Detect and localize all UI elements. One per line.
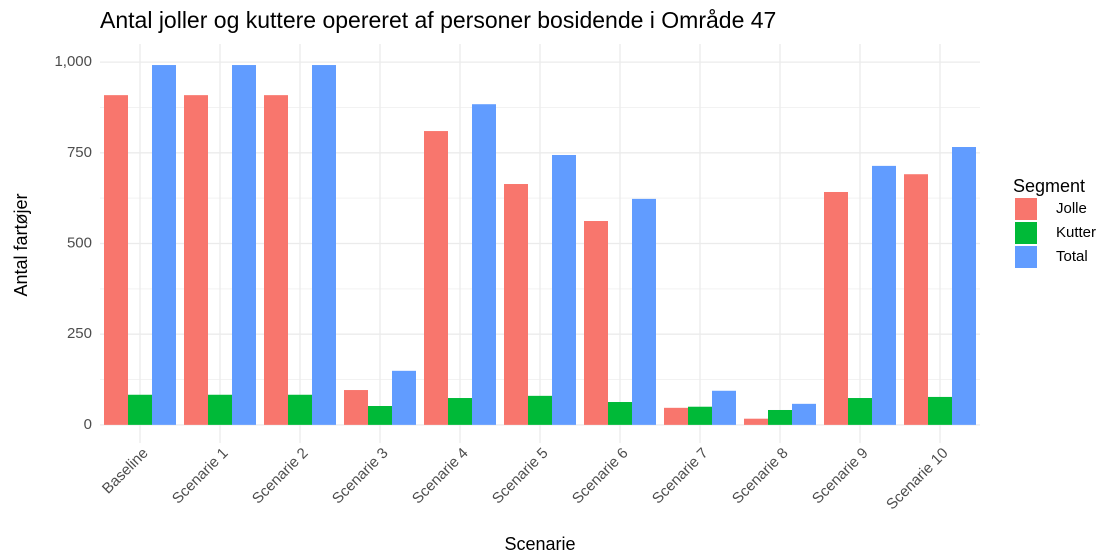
y-tick-label: 750 <box>67 144 92 161</box>
bar <box>312 65 336 425</box>
bar <box>424 131 448 425</box>
bar <box>872 165 896 425</box>
bar <box>632 198 656 425</box>
legend-title: Segment <box>1013 176 1085 196</box>
bar <box>128 394 152 425</box>
bar <box>528 395 552 425</box>
legend-key <box>1015 198 1037 220</box>
bar <box>792 403 816 425</box>
x-tick-label: Scenarie 7 <box>649 445 712 508</box>
bar <box>264 95 288 425</box>
bar <box>904 174 928 425</box>
bar <box>824 191 848 425</box>
bar <box>288 394 312 425</box>
y-tick-label: 500 <box>67 234 92 251</box>
x-tick-label: Scenarie 9 <box>809 445 872 508</box>
bar <box>152 65 176 425</box>
legend-key <box>1015 222 1037 244</box>
bar <box>552 154 576 425</box>
legend-key <box>1015 246 1037 268</box>
bar <box>368 406 392 425</box>
bar <box>608 402 632 425</box>
bar <box>744 418 768 425</box>
bar <box>952 147 976 425</box>
x-tick-label: Scenarie 10 <box>883 445 952 514</box>
y-axis-title: Antal fartøjer <box>11 193 31 296</box>
x-tick-label: Scenarie 4 <box>409 445 472 508</box>
bar <box>208 394 232 425</box>
bar <box>848 398 872 425</box>
x-axis-title: Scenarie <box>504 534 575 554</box>
x-tick-label: Baseline <box>99 445 152 498</box>
bar <box>712 390 736 425</box>
bar <box>584 221 608 425</box>
x-tick-label: Scenarie 5 <box>489 445 552 508</box>
bar <box>472 104 496 425</box>
x-tick-label: Scenarie 3 <box>329 445 392 508</box>
bar <box>184 95 208 425</box>
y-tick-label: 0 <box>84 416 92 433</box>
bar <box>768 409 792 425</box>
bar <box>928 396 952 425</box>
legend-label: Total <box>1056 248 1088 265</box>
bar <box>392 370 416 425</box>
x-tick-label: Scenarie 6 <box>569 445 632 508</box>
legend-label: Jolle <box>1056 200 1087 217</box>
x-tick-label: Scenarie 1 <box>169 445 232 508</box>
bar <box>104 95 128 425</box>
y-tick-label: 250 <box>67 325 92 342</box>
x-tick-label: Scenarie 8 <box>729 445 792 508</box>
bar <box>344 390 368 425</box>
y-tick-label: 1,000 <box>54 53 92 70</box>
bar <box>664 407 688 425</box>
legend-label: Kutter <box>1056 224 1096 241</box>
bar <box>688 406 712 425</box>
bar <box>232 65 256 425</box>
bar <box>448 398 472 425</box>
chart-title: Antal joller og kuttere opereret af pers… <box>100 7 776 33</box>
x-tick-label: Scenarie 2 <box>249 445 312 508</box>
bar <box>504 184 528 425</box>
